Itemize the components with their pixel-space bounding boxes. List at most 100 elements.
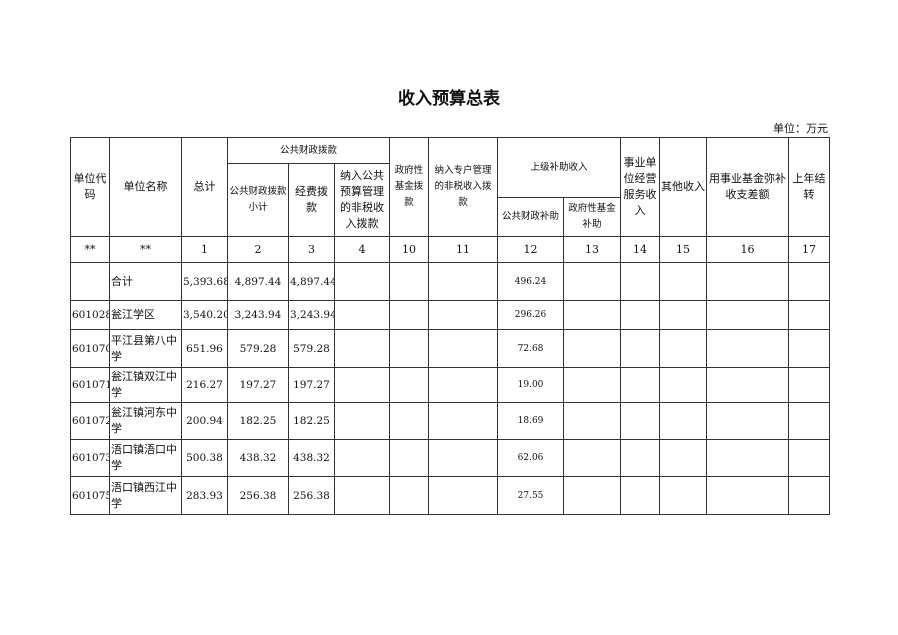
row-name: 瓮江镇双江中学 [109,367,182,403]
index-cell: 16 [706,236,790,263]
row-gov-fund-subsidy [563,367,622,403]
page-title: 收入预算总表 [398,89,500,109]
row-non-tax-budget [333,439,391,477]
row-total: 283.93 [181,476,228,515]
row-business-income [620,476,661,515]
row-other-income [659,439,708,477]
row-fund-make-up [706,439,790,477]
header-fund-make-up: 用事业基金弥补收支差额 [706,137,790,237]
index-cell: 3 [288,236,335,263]
row-public-finance-subsidy: 27.55 [497,476,565,515]
index-cell: 15 [659,236,708,263]
row-gov-fund [389,476,430,515]
row-gov-fund [389,402,430,440]
index-cell: 13 [563,236,622,263]
index-cell: 17 [788,236,831,263]
row-funding: 197.27 [288,367,335,403]
row-gov-fund-subsidy [563,402,622,440]
row-name: 瓮江镇河东中学 [109,402,182,440]
index-cell: 12 [497,236,565,263]
row-other-income [659,262,708,301]
row-fund-make-up [706,262,790,301]
row-code: 601072 [70,402,110,440]
income-budget-table: 单位代码 单位名称 总计 公共财政拨款 政府性基金拨款 纳入专户管理的非税收入拨… [70,137,831,515]
row-funding: 256.38 [288,476,335,515]
index-row: ** ** 1 2 3 4 10 11 12 13 14 15 16 17 [70,236,831,263]
row-carryover [788,329,831,368]
row-other-income [659,402,708,440]
header-funding: 经费拨款 [288,163,335,237]
row-subtotal: 197.27 [227,367,289,403]
header-public-finance-subtotal: 公共财政拨款小计 [227,163,289,237]
row-subtotal: 579.28 [227,329,289,368]
row-business-income [620,300,661,330]
row-code [70,262,110,301]
row-special-account [428,262,499,301]
index-cell: 2 [227,236,289,263]
row-subtotal: 256.38 [227,476,289,515]
row-non-tax-budget [333,367,391,403]
row-non-tax-budget [333,329,391,368]
header-code: 单位代码 [70,137,110,237]
header-gov-fund: 政府性基金拨款 [389,137,430,237]
row-name: 瓮江学区 [109,300,182,330]
row-gov-fund [389,262,430,301]
row-fund-make-up [706,300,790,330]
row-other-income [659,300,708,330]
row-funding: 4,897.44 [288,262,335,301]
row-public-finance-subsidy: 19.00 [497,367,565,403]
row-business-income [620,367,661,403]
row-non-tax-budget [333,476,391,515]
row-special-account [428,329,499,368]
unit-label: 单位：万元 [773,122,828,135]
row-fund-make-up [706,476,790,515]
table-row: 601028 瓮江学区 3,540.20 3,243.94 3,243.94 296.26 [70,300,831,330]
table-row: 601075 浯口镇西江中学 283.93 256.38 256.38 27.55 [70,476,831,515]
row-name: 浯口镇浯口中学 [109,439,182,477]
row-other-income [659,329,708,368]
row-special-account [428,300,499,330]
table-row: 601070 平江县第八中学 651.96 579.28 579.28 72.68 [70,329,831,368]
row-total: 216.27 [181,367,228,403]
header-public-finance: 公共财政拨款 [226,137,391,164]
row-gov-fund [389,367,430,403]
table-row: 601072 瓮江镇河东中学 200.94 182.25 182.25 18.69 [70,402,831,440]
row-business-income [620,262,661,301]
table-row: 合计 5,393.68 4,897.44 4,897.44 496.24 [70,262,831,301]
table-row: 601071 瓮江镇双江中学 216.27 197.27 197.27 19.00 [70,367,831,403]
row-name: 浯口镇西江中学 [109,476,182,515]
row-code: 601071 [70,367,110,403]
row-special-account [428,476,499,515]
header-name: 单位名称 [109,137,182,237]
row-gov-fund [389,439,430,477]
row-gov-fund-subsidy [563,262,622,301]
header-superior-subsidy: 上级补助收入 [497,137,622,198]
row-gov-fund-subsidy [563,476,622,515]
row-fund-make-up [706,329,790,368]
row-gov-fund [389,329,430,368]
row-total: 500.38 [181,439,228,477]
row-total: 5,393.68 [181,262,228,301]
row-gov-fund-subsidy [563,329,622,368]
row-fund-make-up [706,402,790,440]
index-cell: 10 [389,236,430,263]
row-carryover [788,402,831,440]
index-cell: ** [70,236,110,263]
row-public-finance-subsidy: 72.68 [497,329,565,368]
row-subtotal: 182.25 [227,402,289,440]
row-funding: 438.32 [288,439,335,477]
index-cell: 11 [428,236,499,263]
row-code: 601075 [70,476,110,515]
row-carryover [788,300,831,330]
row-gov-fund-subsidy [563,300,622,330]
row-gov-fund [389,300,430,330]
row-funding: 3,243.94 [288,300,335,330]
index-cell: ** [109,236,182,263]
row-carryover [788,476,831,515]
row-business-income [620,439,661,477]
header-total: 总计 [181,137,228,237]
header-gov-fund-subsidy: 政府性基金补助 [563,197,622,237]
row-other-income [659,476,708,515]
index-cell: 14 [620,236,661,263]
row-public-finance-subsidy: 62.06 [497,439,565,477]
